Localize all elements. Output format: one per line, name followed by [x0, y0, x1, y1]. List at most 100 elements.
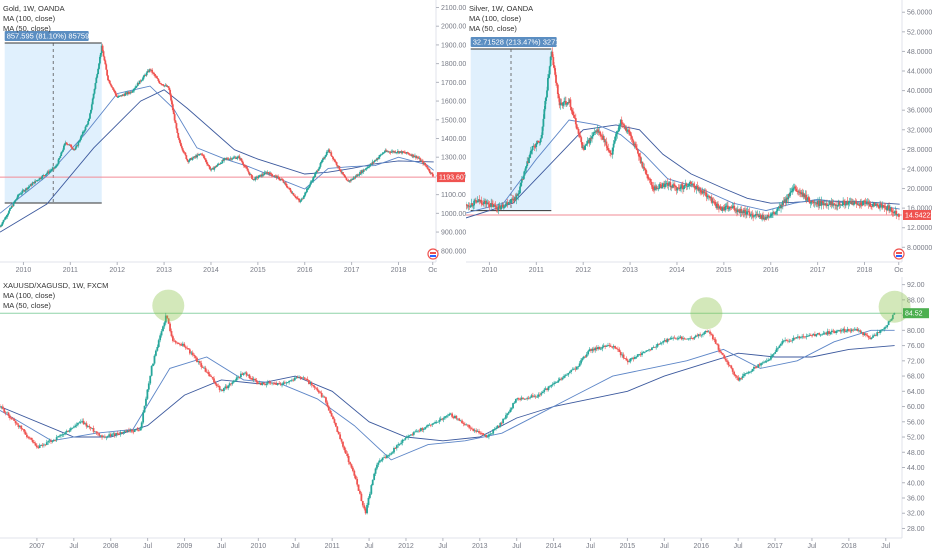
candle-body	[872, 335, 874, 338]
candle-body	[868, 202, 871, 205]
candle-body	[102, 436, 105, 438]
candle-body	[69, 144, 72, 146]
candle-body	[38, 177, 41, 180]
candle-body	[172, 336, 174, 341]
candle-body	[248, 172, 251, 175]
x-tick-label: Jul	[734, 543, 743, 550]
candle-body	[378, 156, 380, 159]
candle-body	[95, 431, 98, 433]
candle-body	[517, 193, 520, 196]
candle-body	[404, 438, 407, 440]
candle-body	[314, 173, 316, 177]
candle-body	[411, 154, 414, 157]
candle-body	[499, 205, 502, 210]
candle-body	[682, 188, 685, 190]
candle-body	[780, 204, 782, 209]
candle-body	[687, 338, 690, 340]
candle-body	[51, 168, 54, 171]
candle-body	[204, 367, 207, 372]
x-tick-label: 2017	[767, 543, 783, 550]
ratio-chart-svg[interactable]: 92.0088.0084.0080.0076.0072.0068.0064.00…	[0, 277, 932, 550]
candle-body	[795, 188, 798, 192]
candle-body	[429, 424, 432, 426]
candle-body	[112, 433, 115, 435]
candle-body	[624, 358, 626, 359]
candle-body	[361, 501, 364, 506]
candle-body	[149, 375, 152, 384]
candle-body	[785, 340, 788, 341]
candle-body	[887, 205, 890, 207]
candle-body	[68, 430, 71, 432]
candle-body	[225, 158, 227, 159]
candle-body	[285, 183, 288, 186]
x-tick-label: 2010	[482, 267, 498, 274]
candle-body	[520, 179, 523, 183]
candle-body	[351, 179, 353, 181]
candle-body	[198, 154, 201, 155]
candle-body	[288, 187, 290, 189]
candle-body	[619, 119, 622, 125]
x-tick-label: 2012	[109, 267, 125, 274]
candle-body	[704, 192, 707, 194]
candle-body	[699, 334, 702, 336]
candle-body	[394, 448, 397, 449]
candle-body	[559, 102, 562, 106]
candle-body	[806, 336, 809, 337]
candle-body	[71, 427, 74, 429]
candle-body	[223, 388, 225, 391]
candle-body	[390, 453, 393, 455]
candle-body	[758, 214, 761, 217]
candle-body	[590, 349, 592, 351]
candle-body	[833, 203, 836, 205]
candle-body	[37, 447, 40, 449]
candle-body	[214, 382, 217, 385]
gold-chart[interactable]: 2100.0002000.0001900.0001800.0001700.000…	[0, 0, 466, 275]
candle-body	[542, 118, 545, 127]
candle-body	[165, 85, 168, 87]
candle-body	[844, 204, 847, 206]
candle-body	[101, 435, 103, 438]
candle-body	[751, 368, 754, 372]
candle-body	[44, 175, 46, 177]
candle-body	[642, 166, 645, 168]
candle-body	[47, 441, 50, 443]
ratio-title: XAUUSD/XAGUSD, 1W, FXCM	[3, 281, 109, 290]
silver-chart[interactable]: 56.0000052.0000048.0000044.0000040.00000…	[466, 0, 932, 275]
candle-body	[100, 45, 103, 53]
candle-body	[370, 163, 373, 165]
x-tick-label: 2009	[177, 543, 193, 550]
candle-body	[790, 191, 792, 193]
candle-body	[1, 406, 4, 409]
candle-body	[141, 79, 144, 81]
candle-body	[547, 74, 550, 79]
candle-body	[539, 394, 541, 396]
candle-body	[498, 205, 501, 207]
candle-body	[224, 386, 227, 389]
candle-body	[702, 190, 705, 193]
candle-body	[820, 201, 823, 206]
candle-body	[305, 378, 308, 380]
silver-chart-svg[interactable]: 56.0000052.0000048.0000044.0000040.00000…	[466, 0, 932, 275]
candle-body	[164, 85, 167, 87]
candle-body	[843, 200, 845, 202]
candle-body	[14, 420, 17, 424]
candle-body	[412, 432, 415, 435]
candle-body	[889, 207, 892, 209]
candle-body	[34, 180, 37, 184]
candle-body	[679, 336, 682, 339]
x-tick-label: 2015	[250, 267, 266, 274]
candle-body	[278, 383, 281, 385]
y-tick-label: 12.00000	[907, 225, 932, 232]
candle-body	[242, 373, 245, 375]
candle-body	[784, 340, 787, 341]
candle-body	[383, 457, 385, 459]
candle-body	[166, 86, 169, 87]
ratio-chart[interactable]: 92.0088.0084.0080.0076.0072.0068.0064.00…	[0, 277, 932, 550]
candle-body	[520, 397, 523, 400]
gold-chart-svg[interactable]: 2100.0002000.0001900.0001800.0001700.000…	[0, 0, 466, 275]
candle-body	[611, 346, 614, 348]
candle-body	[508, 201, 511, 204]
candle-body	[172, 110, 175, 115]
candle-body	[655, 346, 658, 348]
candle-body	[434, 422, 436, 424]
